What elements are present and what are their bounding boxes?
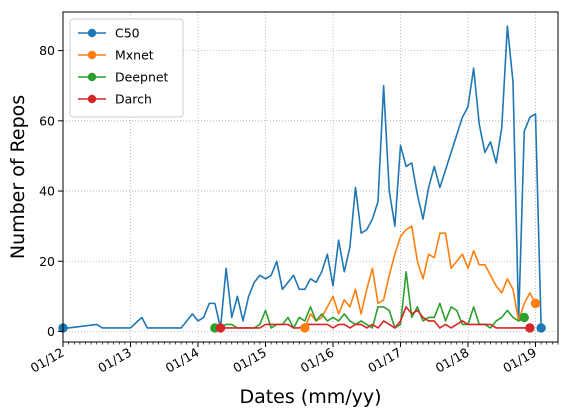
y-tick-label: 80	[39, 43, 55, 58]
legend-label-darch: Darch	[115, 92, 152, 107]
legend-label-deepnet: Deepnet	[115, 70, 169, 85]
legend-marker-mxnet	[87, 50, 97, 60]
series-line-mxnet	[304, 225, 537, 329]
x-tick-label: 01/19	[500, 345, 539, 376]
data-point-darch	[215, 323, 226, 333]
data-point-darch	[525, 323, 535, 333]
legend-marker-c50	[87, 28, 97, 38]
y-axis-label: Number of Repos	[7, 95, 29, 259]
x-tick-label: 01/15	[230, 345, 269, 376]
data-point-deepnet	[519, 312, 529, 323]
x-tick-label: 01/18	[433, 345, 472, 376]
data-point-mxnet	[530, 298, 541, 309]
series-line-c50	[63, 25, 542, 329]
legend-label-mxnet: Mxnet	[115, 48, 154, 63]
x-tick-label: 01/12	[28, 345, 67, 376]
legend-label-c50: C50	[115, 26, 140, 41]
data-point-c50	[536, 323, 546, 333]
legend-marker-darch	[87, 94, 97, 104]
legend-marker-deepnet	[87, 72, 97, 82]
x-tick-label: 01/13	[95, 345, 134, 376]
data-point-mxnet	[300, 323, 310, 333]
y-tick-label: 0	[47, 324, 55, 339]
y-tick-label: 20	[39, 254, 55, 269]
legend-box	[69, 18, 184, 118]
x-tick-label: 01/14	[163, 345, 202, 376]
y-tick-label: 60	[39, 113, 55, 128]
y-tick-label: 40	[39, 184, 55, 199]
x-tick-label: 01/16	[298, 345, 337, 376]
x-axis-label: Dates (mm/yy)	[239, 386, 381, 408]
x-tick-label: 01/17	[365, 345, 404, 376]
